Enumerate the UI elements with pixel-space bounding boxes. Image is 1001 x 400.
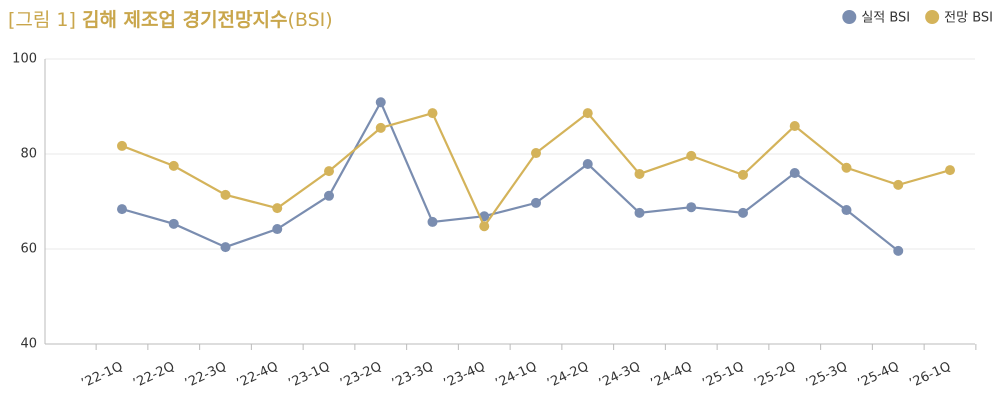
- data-point: [893, 245, 904, 256]
- x-tick-label: ’25-1Q: [700, 359, 746, 391]
- data-point: [479, 221, 490, 232]
- data-point: [738, 207, 748, 218]
- y-tick-label: 60: [20, 242, 37, 257]
- x-tick-label: ’22-4Q: [234, 359, 280, 391]
- data-point: [686, 150, 697, 161]
- x-tick-label: ’23-1Q: [286, 359, 332, 391]
- data-point: [789, 120, 800, 131]
- x-tick-label: ’25-3Q: [804, 359, 850, 391]
- data-point: [168, 160, 179, 171]
- y-tick-label: 80: [20, 147, 37, 162]
- x-tick-label: ’22-1Q: [79, 359, 125, 391]
- x-tick-label: ’24-3Q: [597, 359, 643, 391]
- data-point: [220, 242, 231, 253]
- data-point: [168, 218, 179, 229]
- title-label: [그림 1]: [8, 9, 76, 31]
- series-line: [121, 111, 951, 229]
- data-point: [375, 97, 386, 108]
- data-point: [582, 158, 593, 169]
- data-point: [945, 165, 955, 176]
- y-tick-label: 40: [20, 337, 37, 352]
- legend-swatch: [842, 10, 857, 24]
- data-point: [686, 202, 697, 213]
- data-point: [324, 190, 334, 201]
- x-tick-label: ’23-3Q: [390, 359, 436, 391]
- series-line: [121, 99, 899, 252]
- data-point: [531, 148, 541, 159]
- x-tick-label: ’25-4Q: [855, 359, 901, 391]
- data-point: [427, 216, 438, 227]
- data-point: [634, 207, 645, 218]
- data-point: [893, 179, 904, 190]
- data-point: [117, 204, 127, 215]
- legend-swatch: [925, 10, 940, 24]
- data-point: [427, 108, 438, 119]
- data-point: [789, 168, 800, 178]
- x-tick-label: ’24-4Q: [648, 359, 694, 391]
- x-tick-label: ’24-1Q: [493, 359, 539, 391]
- data-point: [841, 162, 852, 173]
- title-main: 김해 제조업 경기전망지수: [82, 9, 288, 31]
- data-point: [582, 108, 593, 119]
- data-point: [324, 166, 334, 177]
- data-point: [634, 168, 645, 179]
- data-point: [738, 169, 748, 180]
- data-point: [272, 224, 283, 235]
- data-point: [117, 140, 127, 151]
- data-point: [375, 122, 386, 133]
- x-tick-label: ’25-2Q: [752, 359, 798, 391]
- data-point: [531, 197, 541, 208]
- x-tick-label: ’22-3Q: [183, 359, 229, 391]
- x-tick-label: ’22-2Q: [131, 359, 177, 391]
- data-point: [841, 205, 852, 216]
- legend-label: 실적 BSI: [861, 11, 910, 26]
- title-unit: (BSI): [287, 9, 332, 31]
- data-point: [220, 189, 231, 200]
- chart-title: [그림 1] 김해 제조업 경기전망지수(BSI): [8, 9, 333, 31]
- x-tick-label: ’24-2Q: [545, 359, 591, 391]
- x-tick-label: ’23-4Q: [441, 359, 487, 391]
- x-tick-label: ’26-1Q: [907, 359, 953, 391]
- data-point: [272, 203, 283, 214]
- x-tick-label: ’23-2Q: [338, 359, 384, 391]
- y-tick-label: 100: [12, 52, 37, 67]
- legend-label: 전망 BSI: [944, 11, 993, 26]
